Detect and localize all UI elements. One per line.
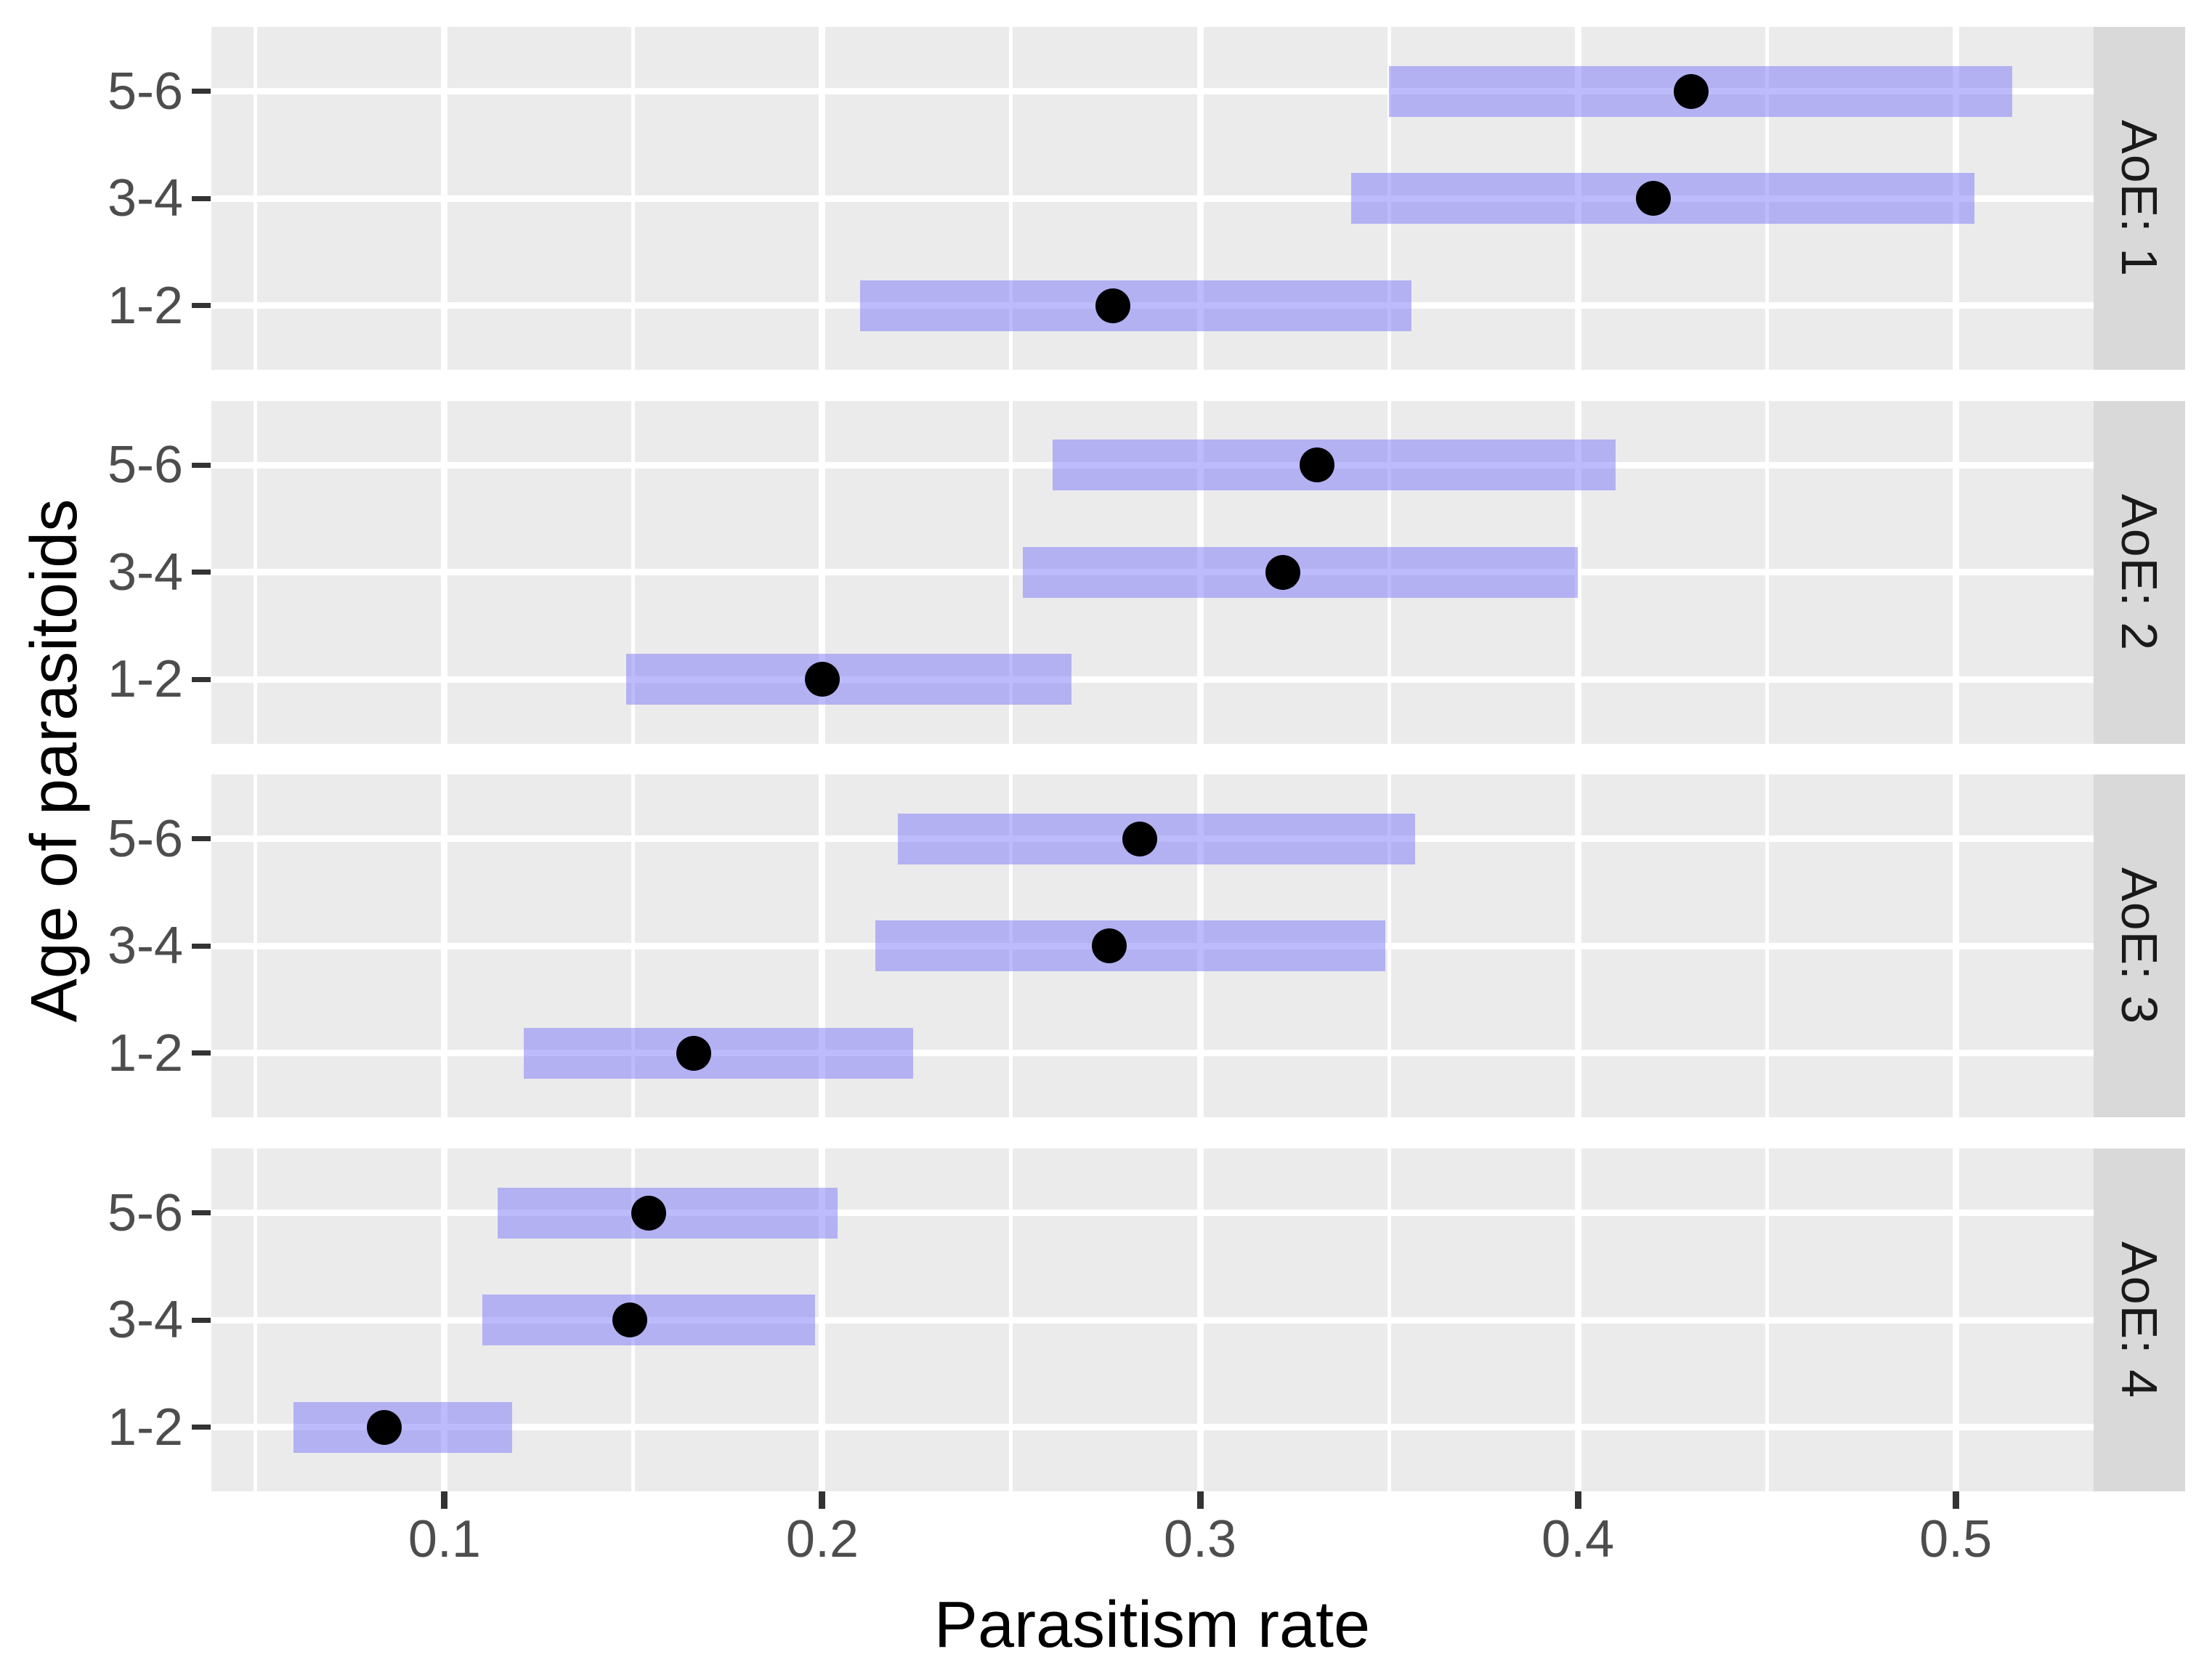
y-tick-label: 3-4 — [107, 1291, 183, 1349]
estimate-dot — [366, 1409, 402, 1445]
y-tick-label: 5-6 — [107, 809, 183, 868]
row-gridline — [211, 461, 2094, 469]
y-tick-label: 5-6 — [107, 62, 183, 121]
row-gridline — [211, 676, 2094, 683]
estimate-dot — [631, 1195, 666, 1231]
facet-strip-label: AoE: 4 — [2111, 1241, 2168, 1399]
y-tick-mark — [192, 462, 211, 468]
y-tick-label: 5-6 — [107, 1183, 183, 1242]
x-tick-mark — [1196, 1491, 1204, 1509]
x-tick-mark — [1952, 1491, 1959, 1509]
y-tick-mark — [192, 89, 211, 94]
x-tick-mark — [441, 1491, 448, 1509]
row-gridline — [211, 942, 2094, 949]
estimate-dot — [1265, 554, 1301, 590]
y-tick-mark — [192, 1425, 211, 1430]
row-gridline — [211, 1210, 2094, 1216]
row-gridline — [211, 1424, 2094, 1430]
ci-bar — [859, 280, 1412, 331]
x-tick-label: 0.1 — [408, 1510, 481, 1568]
y-tick-label: 5-6 — [107, 436, 183, 495]
row-gridline — [211, 195, 2094, 202]
y-tick-mark — [192, 1317, 211, 1323]
y-tick-mark — [192, 303, 211, 308]
y-tick-label: 3-4 — [107, 543, 183, 601]
facet-panel — [211, 1148, 2094, 1491]
y-tick-label: 1-2 — [107, 1398, 183, 1457]
ci-bar — [625, 654, 1072, 705]
ci-bar — [482, 1295, 815, 1345]
estimate-dot — [1674, 73, 1709, 109]
row-gridline — [211, 1050, 2094, 1057]
facet-strip: AoE: 3 — [2094, 774, 2185, 1118]
row-gridline — [211, 1316, 2094, 1324]
estimate-dot — [1092, 928, 1127, 964]
facet-strip-label: AoE: 2 — [2111, 493, 2168, 651]
estimate-dot — [612, 1302, 647, 1337]
facet-strip-label: AoE: 3 — [2111, 867, 2168, 1025]
x-tick-label: 0.5 — [1919, 1510, 1993, 1568]
y-tick-label: 1-2 — [107, 276, 183, 335]
y-tick-mark — [192, 676, 211, 682]
row-gridline — [211, 302, 2094, 309]
x-tick-mark — [1574, 1491, 1581, 1509]
y-tick-label: 1-2 — [107, 650, 183, 709]
facet-strip: AoE: 2 — [2094, 400, 2185, 744]
x-tick-label: 0.2 — [785, 1510, 859, 1568]
row-gridline — [211, 569, 2094, 576]
x-tick-label: 0.4 — [1541, 1510, 1615, 1568]
ci-bar — [497, 1187, 838, 1239]
y-tick-mark — [192, 570, 211, 575]
x-tick-mark — [819, 1491, 826, 1509]
estimate-dot — [1300, 447, 1335, 483]
facet-panel — [211, 27, 2094, 370]
facet-panel — [211, 400, 2094, 744]
y-tick-label: 3-4 — [107, 169, 183, 227]
y-tick-label: 1-2 — [107, 1024, 183, 1082]
y-tick-mark — [192, 1050, 211, 1056]
facet-panel — [211, 774, 2094, 1118]
estimate-dot — [1636, 181, 1672, 216]
x-tick-label: 0.3 — [1163, 1510, 1237, 1568]
y-tick-mark — [192, 943, 211, 949]
estimate-dot — [1122, 821, 1157, 856]
facet-strip: AoE: 4 — [2094, 1148, 2185, 1491]
ci-bar — [293, 1401, 513, 1453]
y-tick-mark — [192, 1210, 211, 1215]
estimate-dot — [676, 1035, 712, 1071]
facet-strip-label: AoE: 1 — [2111, 119, 2168, 277]
y-tick-mark — [192, 836, 211, 842]
x-axis-title: Parasitism rate — [933, 1589, 1371, 1657]
estimate-dot — [1095, 288, 1131, 323]
facet-strip: AoE: 1 — [2094, 27, 2185, 370]
estimate-dot — [804, 662, 840, 697]
row-gridline — [211, 88, 2094, 94]
y-tick-label: 3-4 — [107, 917, 183, 976]
y-tick-mark — [192, 195, 211, 201]
ci-bar — [524, 1027, 913, 1079]
ci-bar — [875, 920, 1385, 972]
